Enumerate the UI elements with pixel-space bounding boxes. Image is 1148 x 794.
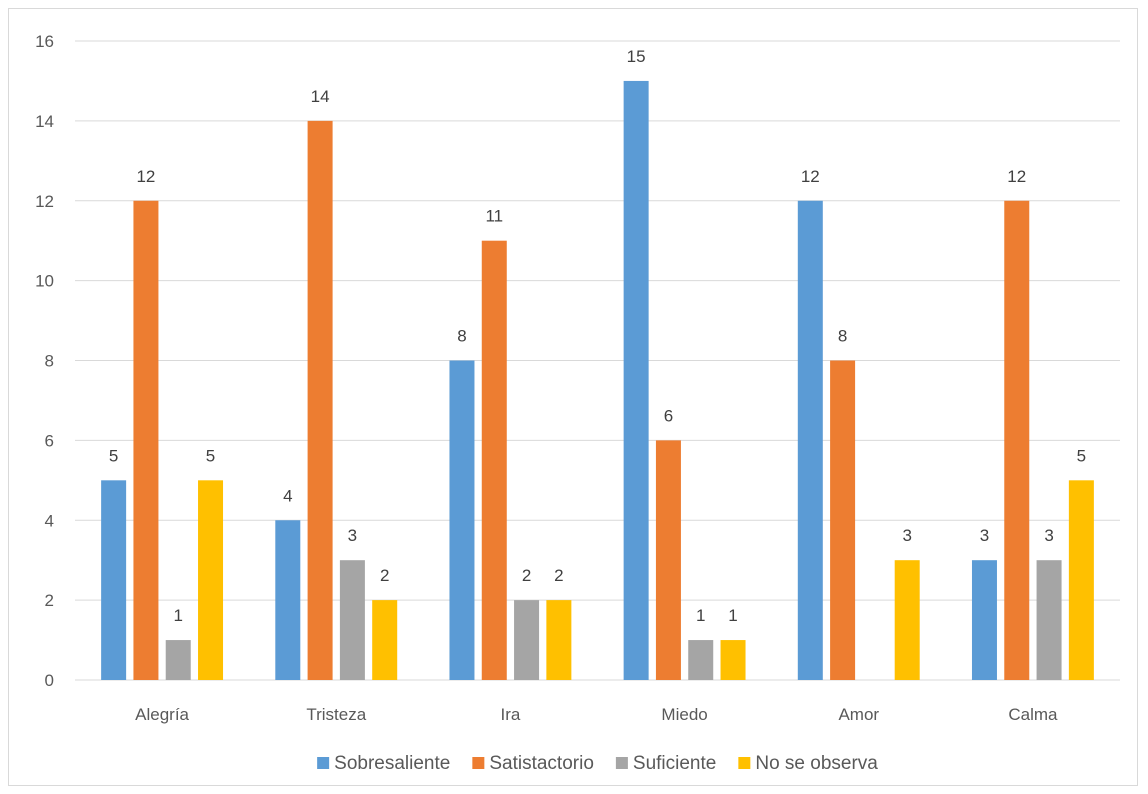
y-tick-label: 4 (45, 511, 54, 530)
data-label: 8 (838, 327, 847, 346)
legend-swatch (615, 757, 628, 769)
bar-satistactorio (307, 120, 333, 680)
bar-no-se-observa (372, 600, 398, 680)
y-tick-label: 16 (35, 32, 54, 51)
bar-sobresaliente (101, 480, 127, 680)
legend-swatch (317, 757, 330, 769)
bar-no-se-observa (894, 560, 920, 680)
y-tick-label: 6 (45, 431, 54, 450)
legend-swatch (472, 757, 485, 769)
bar-no-se-observa (720, 640, 746, 680)
data-label: 12 (136, 167, 155, 186)
x-tick-label: Ira (500, 705, 520, 724)
data-label: 1 (728, 606, 737, 625)
legend-label: Suficiente (633, 753, 716, 774)
data-label: 12 (801, 167, 820, 186)
bar-suficiente (165, 640, 191, 680)
data-label: 3 (980, 526, 989, 545)
y-tick-label: 8 (45, 352, 54, 371)
x-axis: Alegría Tristeza Ira Miedo Amor Calma (135, 705, 1058, 724)
legend-item: No se observa (738, 753, 878, 774)
x-tick-label: Tristeza (306, 705, 366, 724)
x-tick-label: Alegría (135, 705, 189, 724)
data-label: 1 (173, 606, 182, 625)
x-tick-label: Calma (1008, 705, 1058, 724)
y-tick-label: 10 (35, 272, 54, 291)
x-tick-label: Miedo (661, 705, 707, 724)
y-tick-label: 12 (35, 192, 54, 211)
legend-item: Suficiente (615, 753, 716, 774)
data-label: 3 (348, 526, 357, 545)
data-label: 15 (627, 47, 646, 66)
bar-satistactorio (481, 240, 507, 680)
bar-no-se-observa (546, 600, 572, 680)
bar-no-se-observa (198, 480, 224, 680)
bar-no-se-observa (1068, 480, 1094, 680)
y-axis: 0 2 4 6 8 10 12 14 16 (35, 32, 54, 690)
bar-suficiente (514, 600, 540, 680)
data-label: 2 (380, 566, 389, 585)
legend-label: Sobresaliente (334, 753, 450, 774)
bar-sobresaliente (623, 80, 649, 680)
data-label: 8 (457, 327, 466, 346)
legend-item: Satistactorio (472, 753, 594, 774)
bar-sobresaliente (971, 560, 997, 680)
y-tick-label: 0 (45, 671, 54, 690)
data-label: 2 (522, 566, 531, 585)
legend-label: Satistactorio (489, 753, 594, 774)
data-label: 5 (206, 446, 215, 465)
bar-suficiente (688, 640, 714, 680)
data-label: 2 (554, 566, 563, 585)
bar-sobresaliente (275, 520, 301, 680)
data-label: 3 (902, 526, 911, 545)
legend: Sobresaliente Satistactorio Suficiente No s… (317, 753, 878, 774)
data-label: 14 (311, 87, 330, 106)
legend-label: No se observa (755, 753, 878, 774)
data-label: 12 (1007, 167, 1026, 186)
data-label: 1 (696, 606, 705, 625)
data-label: 5 (109, 446, 118, 465)
data-label: 11 (485, 207, 503, 226)
bars (101, 80, 1094, 680)
data-label: 3 (1044, 526, 1053, 545)
bar-satistactorio (830, 360, 856, 680)
bar-satistactorio (655, 440, 681, 680)
x-tick-label: Amor (838, 705, 879, 724)
legend-swatch (738, 757, 751, 769)
bar-sobresaliente (797, 200, 823, 680)
bar-satistactorio (133, 200, 159, 680)
bar-satistactorio (1004, 200, 1030, 680)
bar-suficiente (339, 560, 365, 680)
y-tick-label: 2 (45, 591, 54, 610)
bar-suficiente (1036, 560, 1062, 680)
bar-sobresaliente (449, 360, 475, 680)
chart-frame (8, 8, 1138, 786)
y-tick-label: 14 (35, 112, 54, 131)
grid-lines (75, 40, 1120, 681)
legend-item: Sobresaliente (317, 753, 450, 774)
data-label: 6 (664, 406, 673, 425)
data-label: 4 (283, 486, 292, 505)
data-label: 5 (1077, 446, 1086, 465)
